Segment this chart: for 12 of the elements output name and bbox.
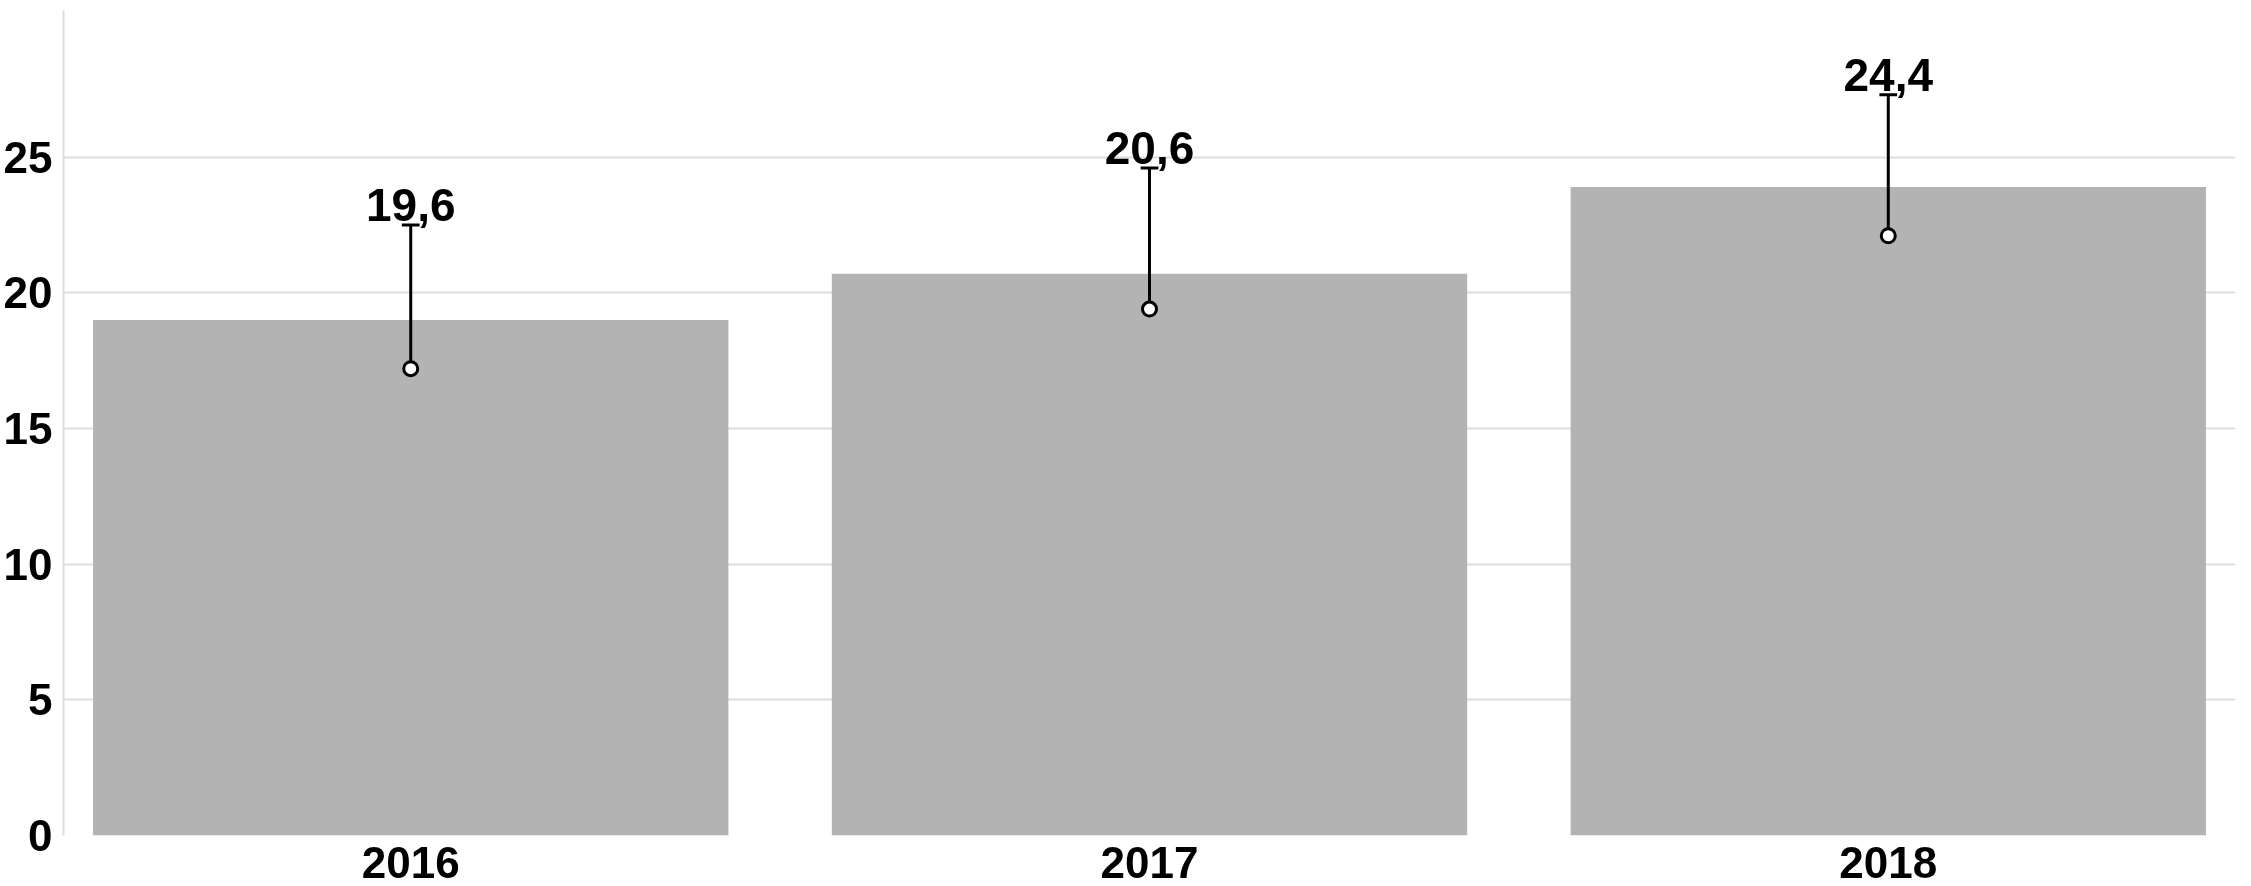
x-tick-label: 2016 — [361, 837, 460, 886]
annotation: 24,4 — [1843, 48, 1934, 101]
y-tick-label: 0 — [28, 811, 53, 860]
y-tick-label: 15 — [3, 403, 53, 453]
y-tick-label: 10 — [3, 539, 53, 589]
y-tick-label: 5 — [28, 675, 53, 725]
y-tick-label: 25 — [3, 132, 53, 182]
x-tick-label: 2018 — [1839, 837, 1938, 886]
annotation: 19,6 — [365, 178, 456, 231]
x-tick-label: 2017 — [1100, 837, 1199, 886]
y-tick-label: 20 — [3, 268, 53, 318]
annotation: 20,6 — [1104, 121, 1195, 174]
